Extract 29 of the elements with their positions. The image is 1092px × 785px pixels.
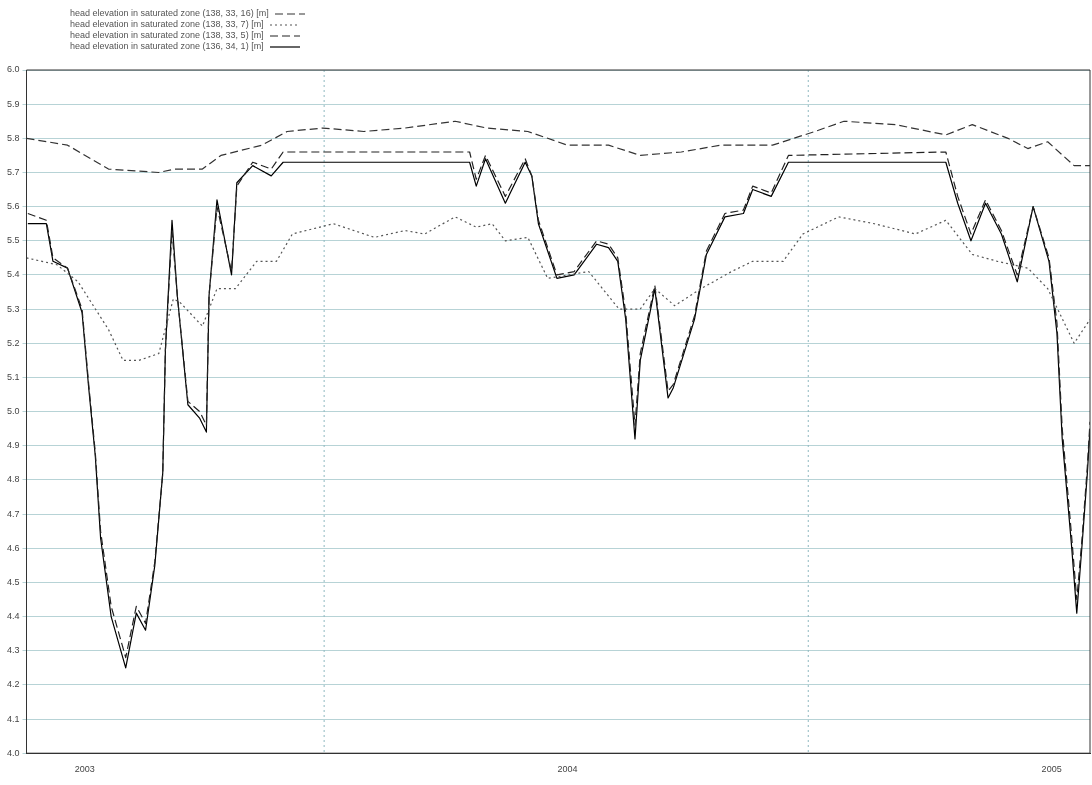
y-tick-label: 5.8 bbox=[7, 132, 20, 143]
x-tick-label: 2004 bbox=[557, 764, 578, 775]
y-tick-label: 5.3 bbox=[7, 303, 20, 314]
y-tick-label: 4.6 bbox=[7, 542, 20, 553]
y-tick-label: 6.0 bbox=[7, 64, 20, 75]
legend-label: head elevation in saturated zone (138, 33, 5) [m] bbox=[70, 30, 264, 41]
y-tick-label: 5.0 bbox=[7, 406, 20, 417]
y-tick-label: 5.2 bbox=[7, 337, 20, 348]
y-tick-label: 4.3 bbox=[7, 645, 20, 656]
y-tick-label: 5.5 bbox=[7, 235, 20, 246]
line-series bbox=[26, 216, 1090, 361]
y-tick-label: 4.0 bbox=[7, 747, 20, 758]
y-tick-label: 5.9 bbox=[7, 98, 20, 109]
y-tick-label: 4.9 bbox=[7, 440, 20, 451]
y-tick-label: 4.7 bbox=[7, 508, 20, 519]
y-tick-label: 5.6 bbox=[7, 201, 20, 212]
x-tick-label: 2003 bbox=[74, 764, 95, 775]
legend-label: head elevation in saturated zone (138, 33, 7) [m] bbox=[70, 19, 264, 30]
legend-label: head elevation in saturated zone (136, 34, 1) [m] bbox=[70, 41, 264, 52]
x-tick-label: 2005 bbox=[1041, 764, 1062, 775]
y-tick-label: 5.4 bbox=[7, 269, 20, 280]
y-tick-label: 5.7 bbox=[7, 166, 20, 177]
y-tick-label: 5.1 bbox=[7, 371, 20, 382]
y-tick-label: 4.4 bbox=[7, 611, 20, 622]
y-tick-label: 4.8 bbox=[7, 474, 20, 485]
legend-label: head elevation in saturated zone (138, 33, 16) [m] bbox=[70, 8, 269, 19]
y-tick-label: 4.2 bbox=[7, 679, 20, 690]
y-tick-label: 4.1 bbox=[7, 713, 20, 724]
y-tick-label: 4.5 bbox=[7, 576, 20, 587]
